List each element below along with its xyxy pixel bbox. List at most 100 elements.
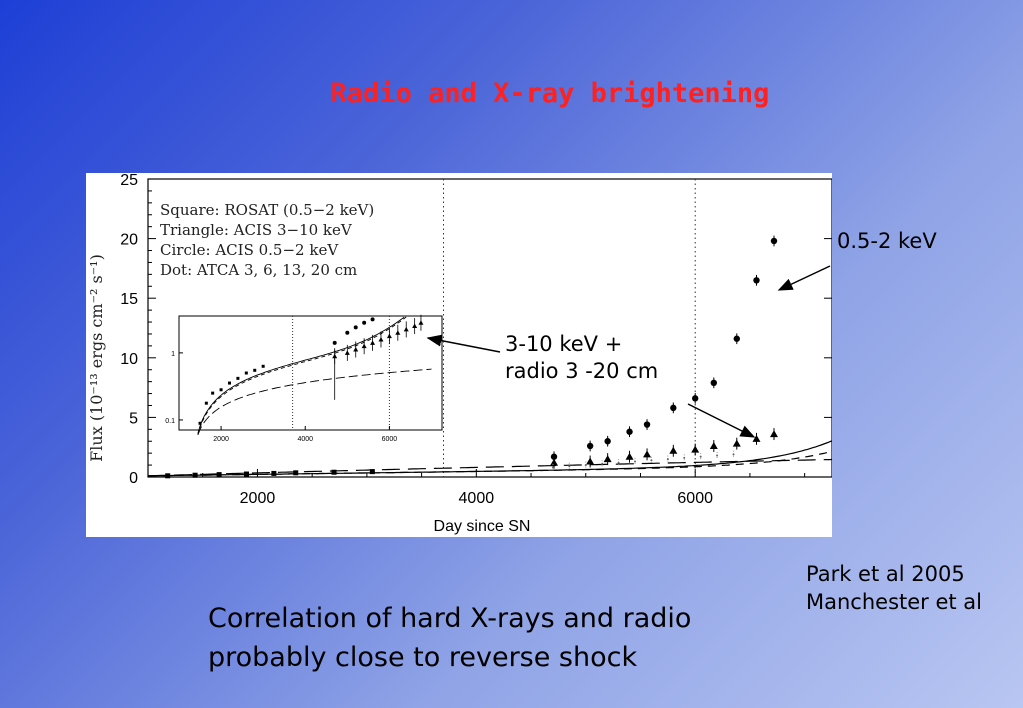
curves-layer <box>147 440 832 477</box>
point-rosat <box>293 470 299 476</box>
point-rosat <box>271 470 277 476</box>
flux-chart: 0 5 10 15 20 25 2000 4000 6000 Square: ROSAT (0.… <box>87 173 832 535</box>
callout-soft-band: 0.5-2 keV <box>837 229 937 253</box>
point-atca <box>699 455 702 458</box>
point-acis-soft <box>586 442 594 450</box>
point-acis-hard <box>643 450 652 458</box>
x-tick-label-4000: 4000 <box>459 490 495 507</box>
point-rosat <box>165 473 171 479</box>
caption-line-2: probably close to reverse shock <box>208 642 638 673</box>
slide-caption: Correlation of hard X-rays and radio pro… <box>208 599 691 677</box>
inset-plot: 2000 4000 6000 0.1 1 <box>165 314 443 443</box>
point-rosat <box>369 469 375 475</box>
ticks-layer: 0 5 10 15 20 25 2000 4000 6000 <box>120 173 832 507</box>
point-rosat <box>331 469 337 475</box>
inset-point-triangle <box>418 320 424 325</box>
inset-point-square <box>236 376 240 380</box>
legend-entry-1: Triangle: ACIS 3−10 keV <box>160 221 353 239</box>
legend-entry-3: Dot: ATCA 3, 6, 13, 20 cm <box>160 261 357 279</box>
point-atca <box>650 459 653 462</box>
point-rosat <box>243 471 249 477</box>
point-acis-soft <box>643 421 651 428</box>
curve-hard-model <box>147 458 832 477</box>
inset-point-square <box>261 364 265 368</box>
point-atca <box>666 458 669 461</box>
y-tick-label-10: 10 <box>120 351 138 368</box>
inset-y-tick-label: 1 <box>171 351 175 358</box>
point-atca <box>551 466 554 469</box>
x-tick-label-2000: 2000 <box>240 490 276 507</box>
point-atca <box>601 462 604 465</box>
point-acis-hard <box>550 458 559 466</box>
inset-curve-solid <box>197 316 405 434</box>
inset-point-triangle <box>386 333 392 339</box>
point-rosat <box>216 472 222 478</box>
point-acis-hard <box>769 430 778 438</box>
inset-point-triangle <box>378 336 384 342</box>
inset-point-square <box>227 381 231 385</box>
legend-entry-2: Circle: ACIS 0.5−2 keV <box>160 241 339 259</box>
callout-hard-line2: radio 3 -20 cm <box>505 359 659 383</box>
point-atca <box>568 465 571 468</box>
inset-curve-longdash <box>197 368 432 435</box>
inset-point-triangle <box>353 347 359 352</box>
point-acis-hard <box>752 434 761 442</box>
inset-point-circle <box>362 320 367 325</box>
caption-line-1: Correlation of hard X-rays and radio <box>208 603 692 634</box>
point-rosat <box>192 472 198 478</box>
legend-layer: Square: ROSAT (0.5−2 keV) Triangle: ACIS … <box>160 201 374 279</box>
legend-entry-0: Square: ROSAT (0.5−2 keV) <box>160 201 374 219</box>
point-acis-soft <box>670 404 677 412</box>
point-acis-soft <box>710 379 718 387</box>
plot-frame <box>147 178 832 478</box>
point-acis-soft <box>692 395 699 402</box>
inset-point-triangle <box>370 340 376 345</box>
references: Park et al 2005 Manchester et al <box>806 560 982 616</box>
reference-1: Park et al 2005 <box>806 562 965 586</box>
curve-soft-model <box>148 440 832 477</box>
point-acis-soft <box>626 428 633 435</box>
point-acis-hard <box>586 457 595 465</box>
inset-point-square <box>204 401 208 405</box>
point-atca <box>584 464 587 467</box>
point-atca <box>732 453 735 456</box>
point-acis-hard <box>669 446 678 454</box>
point-acis-hard <box>709 442 718 450</box>
inset-border <box>178 315 443 431</box>
inset-x-tick-label-2000: 2000 <box>213 436 229 443</box>
curve-soft-alt-model <box>148 450 832 477</box>
point-acis-soft <box>753 277 760 284</box>
y-tick-label-15: 15 <box>120 291 138 308</box>
inset-point-circle <box>353 325 358 330</box>
inset-point-triangle <box>403 326 409 332</box>
y-tick-label-0: 0 <box>129 470 138 487</box>
reference-2: Manchester et al <box>806 590 983 614</box>
point-acis-soft <box>770 237 778 245</box>
point-acis-soft <box>733 335 740 342</box>
y-axis-title: Flux (10⁻¹³ ergs cm⁻² s⁻¹) <box>87 254 106 462</box>
inset-point-triangle <box>344 350 350 355</box>
inset-point-circle <box>345 330 350 335</box>
inset-point-triangle <box>395 330 401 335</box>
inset-point-triangle <box>361 343 367 349</box>
slide-title: Radio and X-ray brightening <box>330 78 770 109</box>
point-acis-hard <box>603 455 612 463</box>
inset-point-circle <box>332 340 337 345</box>
x-axis-title: Day since SN <box>434 518 531 535</box>
flux-chart-figure: 0 5 10 15 20 25 2000 4000 6000 Square: ROSAT (0.… <box>86 173 832 537</box>
inset-point-triangle <box>412 323 418 329</box>
point-atca <box>716 454 719 457</box>
callout-hard-band: 3-10 keV + radio 3 -20 cm <box>505 331 658 385</box>
inset-x-tick-label-4000: 4000 <box>297 436 313 443</box>
inset-point-square <box>198 421 202 425</box>
y-tick-label-25: 25 <box>120 173 138 189</box>
inset-point-square <box>253 368 257 372</box>
point-acis-soft <box>550 453 558 460</box>
point-atca <box>683 456 686 459</box>
y-tick-label-20: 20 <box>120 232 138 249</box>
point-atca <box>617 461 620 464</box>
point-acis-hard <box>732 439 741 447</box>
inset-curve-dashed <box>197 316 407 435</box>
point-acis-hard <box>625 452 634 460</box>
point-acis-soft <box>604 438 611 445</box>
